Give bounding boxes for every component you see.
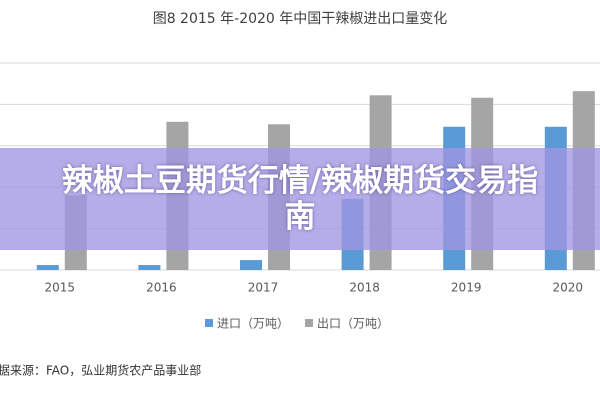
bar: [240, 260, 262, 270]
x-tick-label: 2017: [248, 281, 279, 295]
source-note: 数据来源：FAO，弘业期货农产品事业部: [0, 363, 201, 378]
overlay-banner: 辣椒土豆期货行情/辣椒期货交易指南: [0, 148, 600, 250]
bar: [36, 265, 59, 270]
overlay-text: 辣椒土豆期货行情/辣椒期货交易指南: [61, 163, 539, 235]
x-tick-label: 2015: [45, 281, 76, 295]
x-tick-label: 2020: [553, 281, 584, 295]
legend-swatch: [305, 319, 314, 327]
legend-label: 出口（万吨）: [317, 317, 389, 331]
x-tick-label: 2016: [146, 281, 177, 295]
legend-label: 进口（万吨）: [217, 317, 289, 331]
x-tick-label: 2019: [451, 281, 482, 295]
legend-swatch: [205, 319, 213, 327]
bar: [138, 265, 161, 270]
chart-title: 图8 2015 年-2020 年中国干辣椒进出口量变化: [153, 11, 448, 27]
x-tick-label: 2018: [349, 281, 380, 295]
